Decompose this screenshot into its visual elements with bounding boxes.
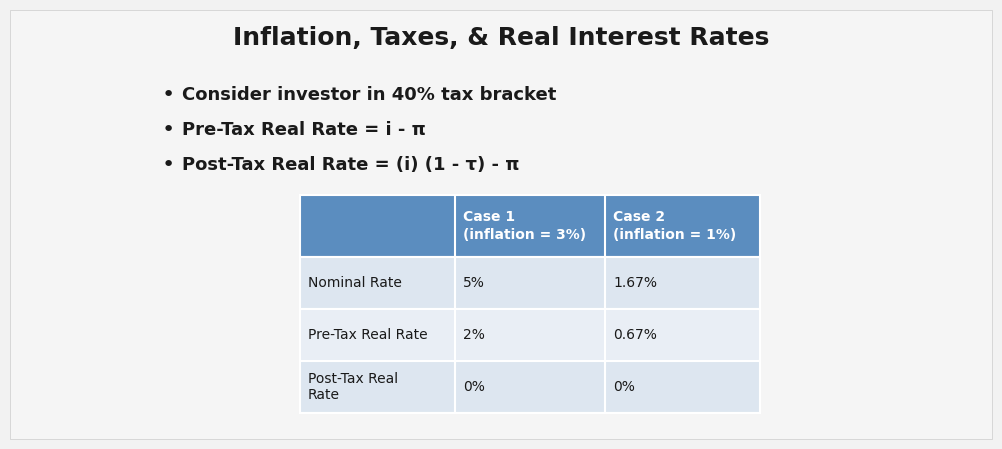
Text: •: •: [161, 85, 174, 105]
Text: Nominal Rate: Nominal Rate: [308, 276, 402, 290]
Text: 0%: 0%: [463, 380, 485, 394]
Text: •: •: [161, 120, 174, 140]
Bar: [300, 309, 760, 361]
Text: Post-Tax Real Rate = (i) (1 - τ) - π: Post-Tax Real Rate = (i) (1 - τ) - π: [182, 156, 519, 174]
Bar: [300, 257, 760, 309]
Bar: [300, 195, 760, 257]
Text: Pre-Tax Real Rate: Pre-Tax Real Rate: [308, 328, 428, 342]
Text: Consider investor in 40% tax bracket: Consider investor in 40% tax bracket: [182, 86, 556, 104]
Text: 1.67%: 1.67%: [613, 276, 657, 290]
Text: Case 1
(inflation = 3%): Case 1 (inflation = 3%): [463, 210, 586, 242]
Text: 0%: 0%: [613, 380, 635, 394]
Text: Post-Tax Real
Rate: Post-Tax Real Rate: [308, 372, 398, 402]
Text: Pre-Tax Real Rate = i - π: Pre-Tax Real Rate = i - π: [182, 121, 426, 139]
Text: 5%: 5%: [463, 276, 485, 290]
Text: •: •: [161, 155, 174, 175]
Bar: [300, 361, 760, 413]
Text: Inflation, Taxes, & Real Interest Rates: Inflation, Taxes, & Real Interest Rates: [232, 26, 770, 50]
Text: Case 2
(inflation = 1%): Case 2 (inflation = 1%): [613, 210, 736, 242]
Text: 0.67%: 0.67%: [613, 328, 657, 342]
Text: 2%: 2%: [463, 328, 485, 342]
